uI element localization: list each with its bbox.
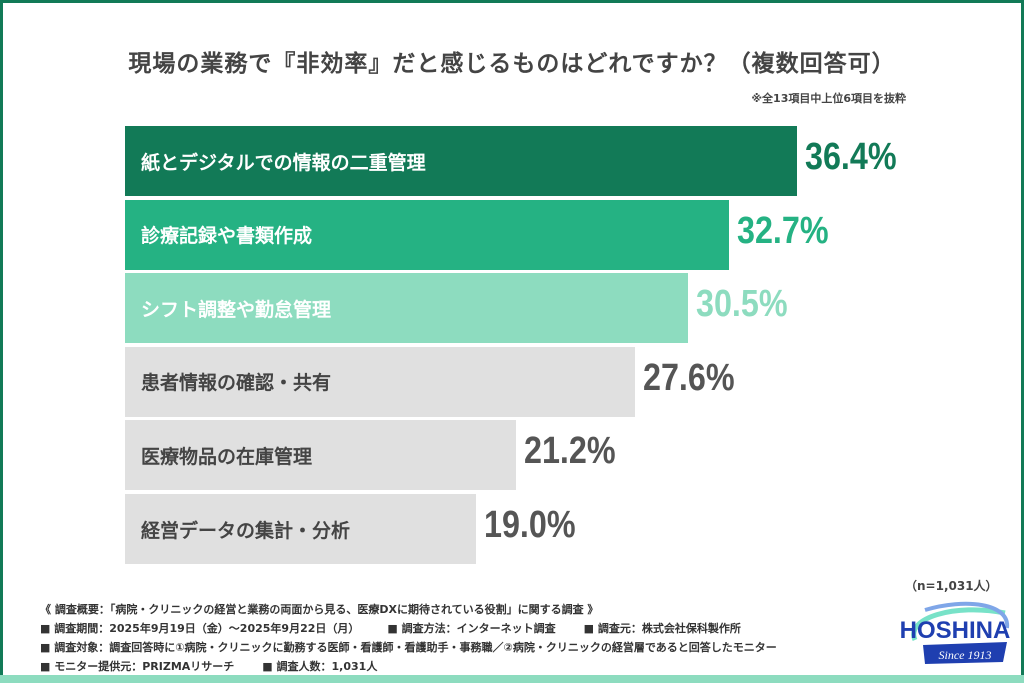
hoshina-logo: HOSHINA Since 1913: [900, 601, 1011, 664]
bar-category-label: 患者情報の確認・共有: [141, 372, 332, 395]
svg-text:HOSHINA: HOSHINA: [900, 617, 1011, 644]
sample-size: （n=1,031人）: [905, 579, 998, 593]
survey-source: ■ 調査元：株式会社保科製作所: [583, 622, 741, 635]
bar-value-label: 27.6%: [642, 356, 735, 399]
survey-period: ■ 調査期間：2025年9月19日（金）～2025年9月22日（月）: [40, 622, 360, 635]
bar-category-label: 紙とデジタルでの情報の二重管理: [141, 151, 426, 174]
survey-count: ■ 調査人数：1,031人: [262, 660, 378, 673]
survey-overview: 《 調査概要：「病院・クリニックの経営と業務の両面から見る、医療DXに期待されて…: [40, 603, 599, 616]
bar-value-label: 30.5%: [696, 283, 788, 326]
bar: 経営データの集計・分析: [125, 494, 476, 564]
bar-category-label: 医療物品の在庫管理: [141, 445, 313, 468]
survey-target: ■ 調査対象：調査回答時に①病院・クリニックに勤務する医師・看護師・看護助手・事…: [40, 641, 777, 654]
survey-footer: 《 調査概要：「病院・クリニックの経営と業務の両面から見る、医療DXに期待されて…: [40, 600, 777, 676]
survey-method: ■ 調査方法：インターネット調査: [387, 622, 556, 635]
svg-text:Since 1913: Since 1913: [939, 648, 992, 662]
survey-provider: ■ モニター提供元：PRIZMAリサーチ: [40, 660, 235, 673]
bar-value-label: 36.4%: [805, 136, 897, 178]
chart-note: ※全13項目中上位6項目を抜粋: [751, 92, 906, 105]
bar: 紙とデジタルでの情報の二重管理: [125, 126, 797, 196]
logo-swoosh-blue: [924, 601, 1010, 629]
bar-category-label: 経営データの集計・分析: [141, 519, 351, 542]
bar-value-label: 32.7%: [736, 209, 829, 252]
bar-value-label: 21.2%: [524, 430, 616, 473]
logo-swoosh: [911, 607, 1006, 642]
bar-category-label: 診療記録や書類作成: [141, 225, 313, 248]
bar-value-label: 19.0%: [483, 504, 576, 546]
bar: 患者情報の確認・共有: [125, 346, 635, 417]
bar: シフト調整や勤怠管理: [125, 273, 689, 344]
chart-title: 現場の業務で『非効率』だと感じるものはどれですか？（複数回答可）: [128, 51, 896, 77]
bar: 診療記録や書類作成: [125, 199, 729, 270]
logo-banner: [923, 642, 1007, 664]
bar-category-label: シフト調整や勤怠管理: [141, 298, 332, 321]
bar: 医療物品の在庫管理: [125, 420, 517, 491]
bottom-strip: [0, 675, 1024, 683]
